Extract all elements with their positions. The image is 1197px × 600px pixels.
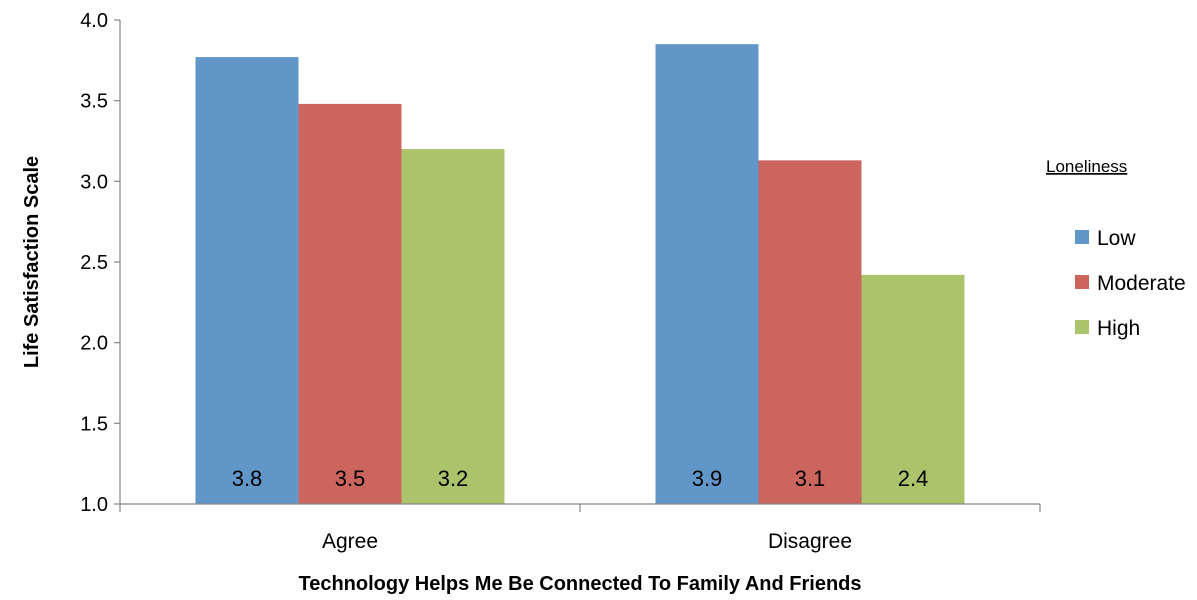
legend-swatch-high [1075,320,1089,334]
bar-low-disagree [655,44,759,504]
data-label: 3.9 [692,466,723,491]
legend: Loneliness Low Moderate High [1046,157,1186,340]
data-label: 3.2 [438,466,469,491]
data-label: 2.4 [898,466,929,491]
x-ticks-group: Agree Disagree [119,504,1041,553]
x-category-label: Disagree [768,530,852,553]
y-tick-label: 1.5 [80,413,108,435]
legend-label-high: High [1097,317,1140,340]
legend-swatch-moderate [1075,275,1089,289]
y-tick-label: 3.0 [80,171,108,193]
data-label: 3.1 [795,466,826,491]
legend-label-moderate: Moderate [1097,272,1186,295]
bar-high-disagree [861,274,965,504]
y-tick-label: 3.5 [80,91,108,113]
data-labels-group: 3.8 3.5 3.2 3.9 3.1 2.4 [232,466,929,491]
bar-moderate-agree [298,103,402,504]
legend-swatch-low [1075,230,1089,244]
bars-group [195,44,965,505]
x-category-label: Agree [322,530,378,553]
y-tick-label: 1.0 [80,494,108,516]
data-label: 3.5 [335,466,366,491]
y-ticks-group: 1.0 1.5 2.0 2.5 3.0 3.5 4.0 [80,10,120,516]
legend-label-low: Low [1097,227,1136,250]
bar-moderate-disagree [758,160,862,505]
bar-high-agree [401,149,505,505]
y-tick-label: 4.0 [80,10,108,32]
legend-title: Loneliness [1046,157,1127,176]
y-tick-label: 2.5 [80,252,108,274]
data-label: 3.8 [232,466,263,491]
y-axis-title: Life Satisfaction Scale [21,156,43,368]
bar-low-agree [195,57,299,505]
x-axis-title: Technology Helps Me Be Connected To Fami… [298,573,861,595]
y-tick-label: 2.0 [80,333,108,355]
